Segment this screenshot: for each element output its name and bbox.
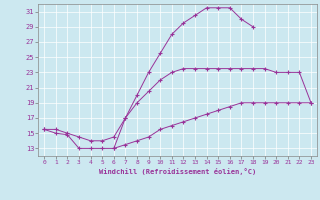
X-axis label: Windchill (Refroidissement éolien,°C): Windchill (Refroidissement éolien,°C) [99,168,256,175]
